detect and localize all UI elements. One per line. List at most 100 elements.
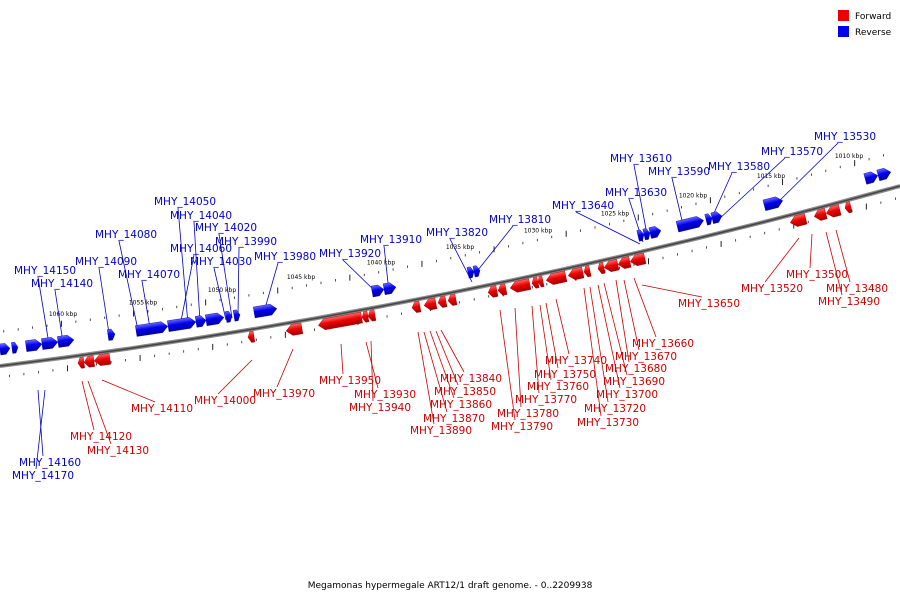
gene-label[interactable]: MHY_13860 (430, 399, 492, 411)
forward-gene[interactable] (825, 204, 842, 218)
gene-arrow[interactable] (382, 282, 397, 295)
gene-label[interactable]: MHY_13610 (610, 153, 672, 165)
gene-arrow[interactable] (636, 229, 645, 242)
gene-arrow[interactable] (472, 265, 481, 278)
gene-label[interactable]: MHY_14000 (194, 395, 256, 407)
gene-arrow[interactable] (93, 353, 111, 366)
reverse-gene[interactable] (167, 316, 197, 332)
forward-gene[interactable] (603, 258, 620, 273)
forward-gene[interactable] (285, 322, 304, 337)
forward-gene[interactable] (447, 293, 458, 306)
reverse-gene[interactable] (382, 282, 397, 295)
reverse-gene[interactable] (370, 284, 385, 298)
gene-arrow[interactable] (232, 309, 241, 322)
reverse-gene[interactable] (41, 337, 59, 350)
reverse-gene[interactable] (876, 167, 892, 182)
forward-gene[interactable] (813, 207, 828, 222)
gene-arrow[interactable] (583, 265, 592, 278)
forward-gene[interactable] (597, 262, 606, 275)
gene-label[interactable]: MHY_13740 (545, 355, 607, 367)
forward-gene[interactable] (583, 265, 592, 278)
gene-label[interactable]: MHY_13490 (818, 296, 880, 308)
gene-label[interactable]: MHY_13790 (491, 421, 553, 433)
forward-gene[interactable] (361, 310, 370, 323)
gene-arrow[interactable] (813, 207, 828, 222)
reverse-gene[interactable] (224, 310, 233, 323)
gene-label[interactable]: MHY_13750 (534, 369, 596, 381)
gene-arrow[interactable] (247, 330, 256, 343)
gene-label[interactable]: MHY_14040 (170, 210, 232, 222)
gene-label[interactable]: MHY_14170 (12, 470, 74, 482)
gene-label[interactable]: MHY_13680 (605, 363, 667, 375)
gene-label[interactable]: MHY_13780 (497, 408, 559, 420)
gene-arrow[interactable] (11, 341, 19, 354)
gene-arrow[interactable] (567, 266, 585, 281)
gene-label[interactable]: MHY_14050 (154, 196, 216, 208)
gene-arrow[interactable] (437, 295, 448, 308)
gene-label[interactable]: MHY_13840 (440, 373, 502, 385)
gene-arrow[interactable] (423, 297, 438, 311)
gene-label[interactable]: MHY_14060 (170, 243, 232, 255)
gene-label[interactable]: MHY_13660 (632, 338, 694, 350)
gene-label[interactable]: MHY_13700 (596, 389, 658, 401)
forward-gene[interactable] (497, 283, 508, 296)
gene-arrow[interactable] (497, 283, 508, 296)
gene-arrow[interactable] (825, 204, 842, 218)
gene-arrow[interactable] (83, 355, 95, 368)
forward-gene[interactable] (437, 295, 448, 308)
gene-label[interactable]: MHY_13770 (515, 394, 577, 406)
gene-label[interactable]: MHY_13930 (354, 389, 416, 401)
gene-arrow[interactable] (205, 312, 225, 326)
gene-arrow[interactable] (361, 310, 370, 323)
gene-arrow[interactable] (367, 309, 377, 322)
gene-label[interactable]: MHY_14090 (75, 256, 137, 268)
forward-gene[interactable] (77, 356, 85, 369)
gene-arrow[interactable] (617, 256, 632, 269)
gene-arrow[interactable] (253, 303, 278, 319)
reverse-gene[interactable] (466, 266, 475, 279)
reverse-gene[interactable] (25, 339, 43, 352)
gene-arrow[interactable] (285, 322, 304, 337)
reverse-gene[interactable] (648, 225, 662, 239)
gene-label[interactable]: MHY_13500 (786, 269, 848, 281)
reverse-gene[interactable] (863, 170, 879, 185)
gene-arrow[interactable] (545, 270, 568, 286)
gene-label[interactable]: MHY_14030 (190, 256, 252, 268)
gene-label[interactable]: MHY_13820 (426, 227, 488, 239)
gene-label[interactable]: MHY_13920 (319, 248, 381, 260)
gene-arrow[interactable] (642, 228, 651, 241)
gene-arrow[interactable] (844, 201, 853, 214)
gene-arrow[interactable] (675, 215, 705, 233)
gene-label[interactable]: MHY_13760 (527, 381, 589, 393)
gene-arrow[interactable] (167, 316, 197, 332)
gene-label[interactable]: MHY_13670 (615, 351, 677, 363)
gene-arrow[interactable] (487, 285, 499, 299)
reverse-gene[interactable] (472, 265, 481, 278)
forward-gene[interactable] (567, 266, 585, 281)
gene-arrow[interactable] (704, 213, 713, 226)
gene-label[interactable]: MHY_14160 (19, 457, 81, 469)
gene-label[interactable]: MHY_13690 (603, 376, 665, 388)
gene-label[interactable]: MHY_13850 (434, 386, 496, 398)
gene-arrow[interactable] (603, 258, 620, 273)
reverse-gene[interactable] (0, 343, 11, 356)
gene-label[interactable]: MHY_13990 (215, 236, 277, 248)
gene-label[interactable]: MHY_13970 (253, 388, 315, 400)
gene-arrow[interactable] (509, 278, 532, 294)
reverse-gene[interactable] (642, 228, 651, 241)
gene-arrow[interactable] (135, 321, 169, 337)
gene-arrow[interactable] (317, 311, 363, 331)
gene-arrow[interactable] (107, 328, 116, 341)
gene-arrow[interactable] (224, 310, 233, 323)
gene-arrow[interactable] (57, 334, 75, 348)
forward-gene[interactable] (629, 252, 647, 267)
gene-label[interactable]: MHY_13530 (814, 131, 876, 143)
gene-label[interactable]: MHY_13590 (648, 166, 710, 178)
gene-label[interactable]: MHY_14140 (31, 278, 93, 290)
gene-label[interactable]: MHY_13870 (423, 413, 485, 425)
forward-gene[interactable] (247, 330, 256, 343)
reverse-gene[interactable] (205, 312, 225, 326)
forward-gene[interactable] (844, 201, 853, 214)
gene-label[interactable]: MHY_13730 (577, 417, 639, 429)
reverse-gene[interactable] (135, 321, 169, 337)
